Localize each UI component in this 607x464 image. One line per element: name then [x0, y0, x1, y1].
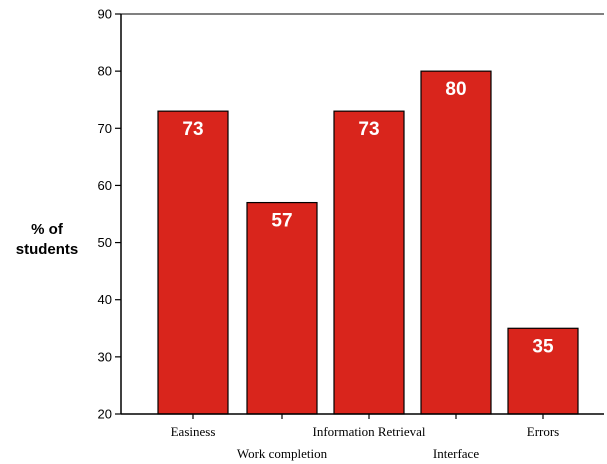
y-tick-label: 30	[98, 349, 112, 364]
y-axis-label-line2: students	[16, 241, 79, 258]
bar-value-label: 80	[445, 79, 466, 100]
bar-interface	[420, 70, 492, 415]
y-tick-label: 50	[98, 235, 112, 250]
x-category-label: Information Retrieval	[313, 424, 426, 439]
y-tick-label: 60	[98, 178, 112, 193]
bar-value-label: 73	[182, 119, 203, 140]
x-category-label: Work completion	[237, 446, 328, 461]
bar-errors	[507, 327, 579, 415]
bar-value-label: 57	[271, 211, 292, 232]
y-tick-label: 40	[98, 292, 112, 307]
x-category-label: Errors	[527, 424, 560, 439]
y-tick-label: 90	[98, 7, 112, 22]
bar-easiness	[157, 110, 229, 415]
y-tick-label: 20	[98, 407, 112, 422]
y-axis-label-line1: % of	[31, 221, 64, 238]
bar-value-label: 35	[532, 336, 554, 357]
bar-value-label: 73	[358, 119, 379, 140]
bar-work-completion	[246, 201, 318, 415]
y-tick-label: 80	[98, 64, 112, 79]
x-category-label: Interface	[433, 446, 479, 461]
bar-information-retrieval	[333, 110, 405, 415]
x-category-label: Easiness	[171, 424, 216, 439]
y-tick-label: 70	[98, 121, 112, 136]
